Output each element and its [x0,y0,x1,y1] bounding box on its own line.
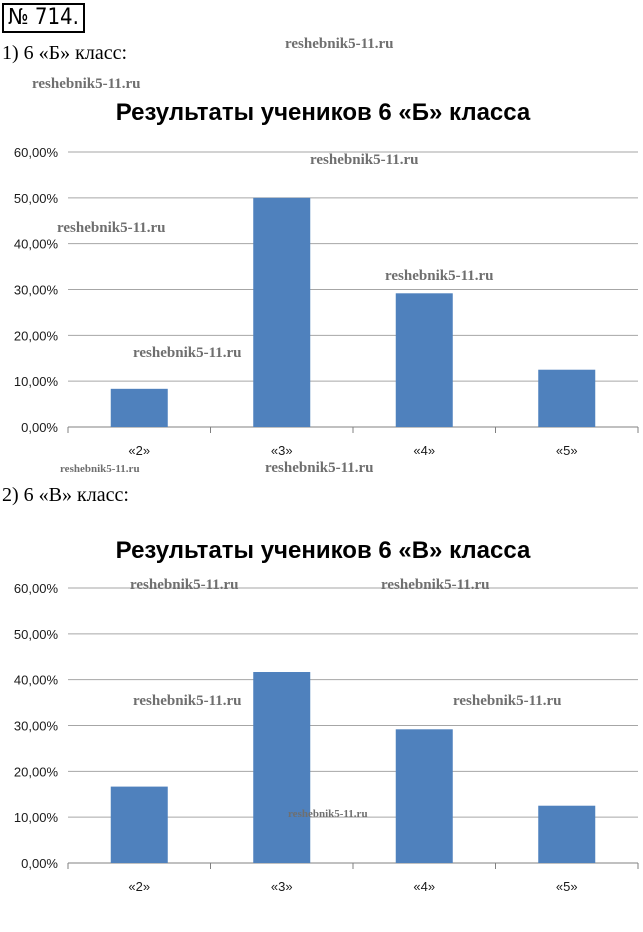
watermark: reshebnik5-11.ru [285,36,394,52]
watermark: reshebnik5-11.ru [381,577,490,593]
watermark: reshebnik5-11.ru [265,460,374,476]
watermark: reshebnik5-11.ru [288,808,368,820]
y-tick-label: 50,00% [14,191,59,206]
part-2-label: 2) 6 «В» класс: [2,484,129,506]
x-category-label: «5» [556,879,578,894]
chart-6v: Результаты учеников 6 «В» класса 0,00% 10,… [14,537,639,894]
watermark: reshebnik5-11.ru [133,693,242,709]
y-tick-label: 10,00% [14,374,59,389]
bar [538,369,596,427]
bar [538,805,596,863]
y-tick-label: 40,00% [14,673,59,688]
x-category-label: «2» [128,879,150,894]
y-tick-label: 50,00% [14,627,59,642]
y-tick-label: 0,00% [21,856,58,871]
x-category-label: «3» [271,443,293,458]
part-1-label: 1) 6 «Б» класс: [2,42,128,64]
x-category-label: «3» [271,879,293,894]
y-tick-label: 40,00% [14,237,59,252]
watermark: reshebnik5-11.ru [130,577,239,593]
x-category-label: «4» [413,879,435,894]
chart-6b: Результаты учеников 6 «Б» класса 0,00% 10,… [14,99,639,458]
watermark: reshebnik5-11.ru [385,268,494,284]
watermark: reshebnik5-11.ru [60,463,140,475]
task-number: № 714. [2,3,85,33]
watermark: reshebnik5-11.ru [310,152,419,168]
y-tick-label: 20,00% [14,328,59,343]
y-tick-label: 0,00% [21,420,58,435]
bar [110,388,168,427]
y-tick-label: 60,00% [14,581,59,596]
watermark: reshebnik5-11.ru [57,220,166,236]
chart-title: Результаты учеников 6 «Б» класса [116,99,531,126]
bar [110,786,168,863]
y-tick-label: 20,00% [14,764,59,779]
y-tick-label: 30,00% [14,283,59,298]
bar [395,729,453,863]
watermark: reshebnik5-11.ru [133,345,242,361]
bar [395,293,453,427]
y-tick-label: 60,00% [14,145,59,160]
x-category-label: «2» [128,443,150,458]
watermark: reshebnik5-11.ru [453,693,562,709]
y-tick-label: 10,00% [14,810,59,825]
chart-title: Результаты учеников 6 «В» класса [116,537,531,564]
watermark: reshebnik5-11.ru [32,76,141,92]
bar [253,197,311,427]
x-category-label: «5» [556,443,578,458]
x-category-label: «4» [413,443,435,458]
y-tick-label: 30,00% [14,719,59,734]
bar [253,672,311,863]
